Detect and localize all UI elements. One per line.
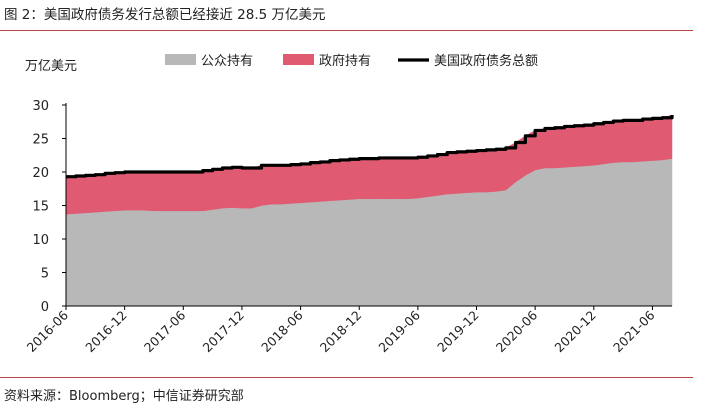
x-tick-label: 2017-06 [141, 307, 189, 355]
x-tick-label: 2020-12 [551, 308, 599, 356]
x-tick-label: 2018-12 [317, 308, 365, 356]
y-tick-label: 20 [32, 166, 49, 181]
plot-area [65, 114, 674, 307]
y-tick-label: 25 [32, 133, 49, 148]
x-tick-label: 2020-06 [493, 307, 541, 355]
y-tick-label: 0 [41, 300, 49, 315]
legend-label-2: 政府持有 [319, 54, 371, 69]
source-divider [0, 377, 693, 378]
legend-label-3: 美国政府债务总额 [434, 53, 538, 69]
x-tick-label: 2021-06 [610, 307, 658, 355]
y-tick-label: 5 [41, 267, 49, 282]
y-tick-label: 15 [32, 200, 49, 215]
source-note: 资料来源：Bloomberg；中信证券研究部 [4, 389, 244, 404]
y-tick-label: 30 [32, 99, 49, 114]
legend-swatch-2 [283, 54, 314, 65]
x-tick-label: 2017-12 [200, 308, 248, 356]
y-axis-label: 万亿美元 [25, 59, 77, 74]
y-tick-label: 10 [32, 233, 49, 248]
total-debt-line [66, 115, 674, 179]
x-tick-label: 2019-06 [375, 307, 423, 355]
x-tick-label: 2016-12 [82, 308, 130, 356]
x-tick-label: 2018-06 [258, 307, 306, 355]
legend-swatch-1 [165, 54, 196, 65]
x-tick-label: 2019-12 [434, 308, 482, 356]
figure-title: 图 2：美国政府债务发行总额已经接近 28.5 万亿美元 [4, 7, 326, 23]
chart-legend: 公众持有 政府持有 美国政府债务总额 [165, 53, 538, 69]
legend-label-1: 公众持有 [201, 54, 253, 69]
title-divider [0, 30, 693, 31]
